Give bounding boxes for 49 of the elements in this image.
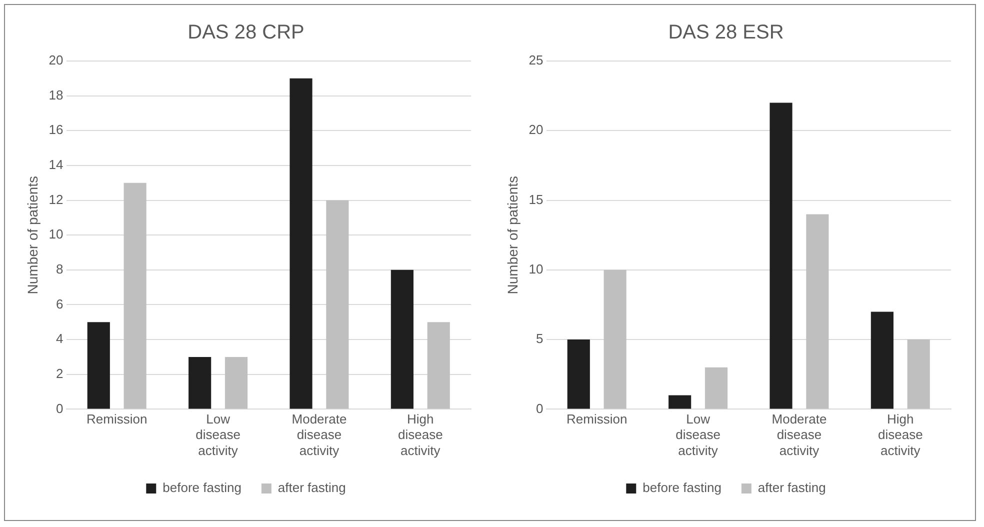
bar — [290, 78, 312, 409]
chart-title: DAS 28 CRP — [188, 22, 304, 44]
y-tick-label: 5 — [536, 331, 544, 346]
bar — [907, 340, 930, 409]
x-tick-label: Low disease activity — [676, 412, 720, 458]
legend-label: after fasting — [278, 480, 346, 496]
x-tick-label: High disease activity — [878, 412, 923, 458]
y-tick-label: 6 — [56, 296, 64, 312]
bar — [604, 270, 626, 409]
legend-label: before fasting — [162, 480, 242, 496]
x-tick-label: Remission — [566, 412, 628, 427]
y-tick-label: 2 — [56, 366, 64, 381]
y-tick-label: 25 — [528, 52, 544, 68]
y-tick-label: 12 — [48, 192, 64, 207]
bar — [806, 214, 829, 409]
x-tick-label: Moderate disease activity — [772, 412, 827, 458]
y-tick-label: 0 — [56, 400, 64, 416]
bar — [427, 322, 450, 409]
chart-title: DAS 28 ESR — [668, 22, 784, 44]
x-tick-label: Low disease activity — [196, 412, 240, 458]
bar — [224, 356, 248, 409]
bar — [390, 270, 414, 409]
legend-label: after fasting — [758, 480, 826, 496]
x-tick-label: Remission — [86, 412, 148, 427]
bar — [326, 200, 349, 409]
bar — [870, 312, 894, 409]
y-tick-label: 8 — [56, 262, 64, 276]
bar — [770, 102, 792, 409]
y-tick-label: 18 — [48, 87, 64, 102]
x-tick-label: Moderate disease activity — [292, 412, 347, 458]
y-axis-title: Number of patients — [24, 176, 40, 294]
bar — [704, 367, 728, 409]
y-tick-label: 20 — [528, 122, 544, 138]
y-tick-label: 20 — [48, 52, 64, 68]
legend-label: before fasting — [642, 480, 722, 496]
y-tick-label: 16 — [48, 122, 64, 138]
bar — [188, 356, 212, 409]
y-tick-label: 10 — [48, 226, 64, 242]
x-tick-label: High disease activity — [398, 412, 443, 458]
bar — [567, 340, 590, 409]
bar — [124, 182, 146, 409]
y-axis-title: Number of patients — [504, 176, 520, 294]
y-tick-label: 14 — [48, 157, 64, 172]
y-tick-label: 10 — [528, 262, 544, 276]
y-tick-label: 15 — [528, 192, 544, 207]
y-tick-label: 0 — [536, 400, 544, 416]
y-tick-label: 4 — [56, 331, 64, 346]
bar — [87, 322, 110, 409]
bar — [668, 395, 692, 409]
